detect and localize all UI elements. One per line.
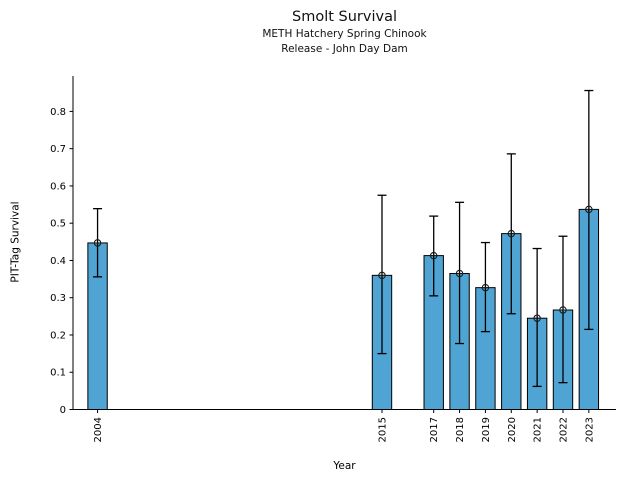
y-tick-label: 0.3 bbox=[50, 293, 66, 304]
point-marker bbox=[93, 239, 102, 247]
y-tick-label: 0.6 bbox=[50, 181, 66, 192]
x-tick-label: 2017 bbox=[429, 417, 440, 442]
chart-subtitle-2: Release - John Day Dam bbox=[281, 43, 408, 56]
point-marker bbox=[533, 314, 541, 322]
point-marker bbox=[481, 283, 490, 292]
y-tick-label: 0.5 bbox=[50, 219, 66, 230]
y-tick-label: 0 bbox=[60, 405, 66, 416]
x-tick-label: 2015 bbox=[377, 417, 388, 442]
point-marker bbox=[559, 306, 567, 314]
point-marker bbox=[507, 229, 516, 238]
y-tick-label: 0.1 bbox=[50, 368, 66, 379]
x-tick-label: 2022 bbox=[558, 417, 569, 442]
y-tick-label: 0.7 bbox=[50, 144, 66, 155]
chart-subtitle-1: METH Hatchery Spring Chinook bbox=[262, 28, 427, 41]
x-tick-label: 2004 bbox=[93, 417, 104, 442]
y-tick-label: 0.4 bbox=[50, 256, 66, 267]
chart-title: Smolt Survival bbox=[292, 9, 397, 25]
x-tick-label: 2020 bbox=[507, 417, 518, 442]
y-tick-label: 0.8 bbox=[50, 107, 66, 118]
x-axis-label: Year bbox=[333, 460, 356, 472]
x-tick-label: 2019 bbox=[481, 417, 492, 442]
point-marker bbox=[378, 271, 386, 280]
title-block: Smolt Survival METH Hatchery Spring Chin… bbox=[73, 8, 616, 56]
y-tick-label: 0.2 bbox=[50, 330, 66, 341]
x-tick-label: 2021 bbox=[533, 417, 544, 442]
point-marker bbox=[585, 205, 593, 214]
x-tick-label: 2018 bbox=[455, 417, 466, 442]
point-marker bbox=[455, 269, 464, 278]
point-marker bbox=[429, 251, 438, 260]
x-tick-label: 2023 bbox=[584, 417, 595, 442]
